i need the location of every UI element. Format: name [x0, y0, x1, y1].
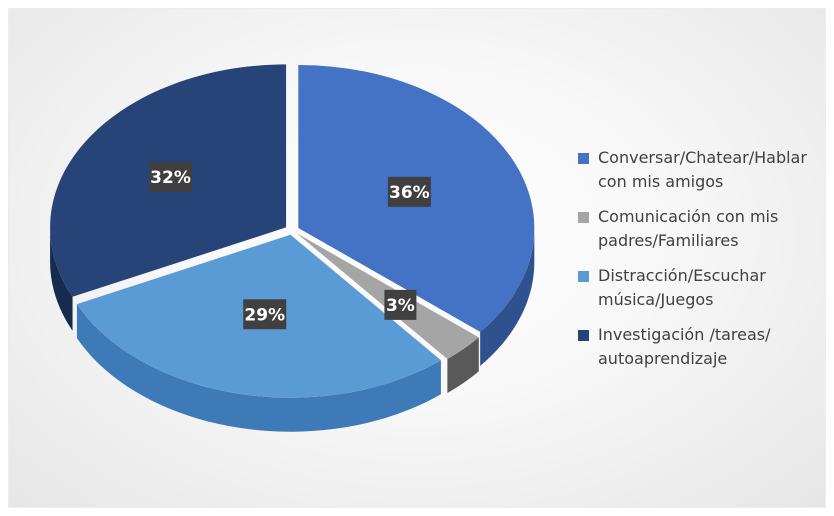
data-label-box — [387, 176, 431, 207]
legend-label: Investigación /tareas/ autoaprendizaje — [598, 325, 771, 368]
pie-slice-side-investigacion — [50, 227, 73, 331]
data-label-box — [243, 299, 287, 330]
data-label-text: 36% — [389, 183, 430, 203]
pie-slice-side-comunicacion — [447, 337, 479, 394]
data-label-box — [384, 289, 417, 320]
legend-swatch — [578, 153, 589, 164]
legend-item-comunicacion: Comunicación con mis padres/Familiares — [578, 205, 828, 253]
data-label-investigacion: 32% — [149, 161, 193, 192]
pie-slice-side-conversar — [480, 227, 535, 366]
pie-slices — [50, 64, 535, 398]
data-label-text: 32% — [150, 168, 191, 188]
legend-swatch — [578, 330, 589, 341]
data-label-comunicacion: 3% — [384, 289, 417, 320]
data-label-conversar: 36% — [387, 176, 431, 207]
data-label-text: 3% — [386, 296, 415, 316]
legend-swatch — [578, 212, 589, 223]
legend-label: Comunicación con mis padres/Familiares — [598, 207, 779, 250]
data-label-distraccion: 29% — [243, 299, 287, 330]
legend-item-distraccion: Distracción/Escuchar música/Juegos — [578, 264, 828, 312]
legend-label: Conversar/Chatear/Hablar con mis amigos — [598, 148, 807, 191]
pie-sides — [50, 227, 535, 432]
data-label-box — [149, 161, 193, 192]
legend-label: Distracción/Escuchar música/Juegos — [598, 266, 766, 309]
legend-swatch — [578, 271, 589, 282]
data-label-text: 29% — [244, 305, 285, 325]
legend-item-conversar: Conversar/Chatear/Hablar con mis amigos — [578, 146, 828, 194]
chart-legend: Conversar/Chatear/Hablar con mis amigos … — [578, 146, 828, 382]
pie-data-labels: 36% 3% 29% 32% — [149, 161, 431, 330]
pie-slice-side-distraccion — [76, 304, 441, 432]
legend-item-investigacion: Investigación /tareas/ autoaprendizaje — [578, 323, 828, 371]
